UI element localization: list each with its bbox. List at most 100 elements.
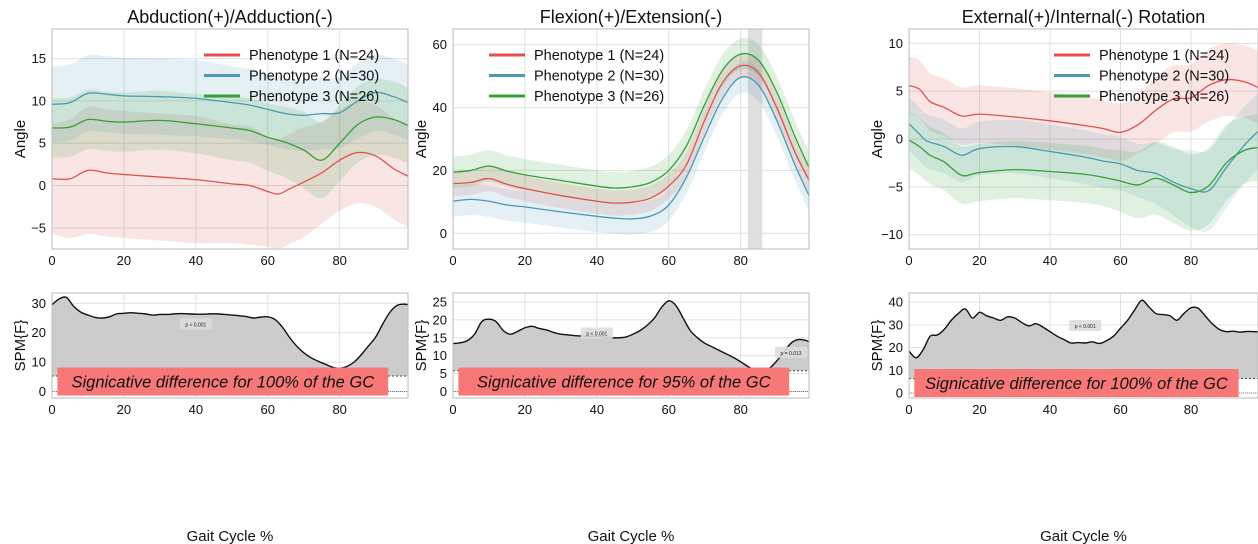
legend-label-3: Phenotype 3 (N=26) — [534, 89, 664, 105]
axes-frame — [51, 28, 409, 250]
plot-area — [52, 29, 408, 249]
x-tick-label-1: 20 — [518, 253, 532, 268]
spm-line — [909, 299, 1258, 359]
x-tick-label-3: 60 — [1113, 402, 1127, 417]
panel-title: External(+)/Internal(-) Rotation — [962, 7, 1206, 27]
line-series-2 — [52, 91, 408, 116]
y-tick-label-0: 0 — [39, 384, 46, 399]
y-tick-label-2: 0 — [896, 132, 903, 147]
significance-banner — [458, 367, 790, 396]
x-tick-label-2: 40 — [1043, 402, 1057, 417]
x-tick-label-3: 60 — [1113, 253, 1127, 268]
y-tick-label-1: 10 — [889, 363, 903, 378]
axes-frame — [452, 28, 810, 250]
plot-content: p < 0.001 Signicative difference for 100%… — [909, 299, 1258, 397]
x-tick-label-0: 0 — [905, 402, 912, 417]
line-series-3 — [52, 116, 408, 161]
plot-content — [52, 54, 408, 249]
p-value-box-1 — [580, 327, 613, 339]
x-tick-label-0: 0 — [48, 402, 55, 417]
y-axis-label: SPM{F} — [869, 320, 886, 372]
x-tick-label-1: 20 — [518, 402, 532, 417]
panel-2: 0 20 40 60 80 0 20 40 60 Flexion(+)/Extension(-) A… — [413, 7, 810, 268]
x-tick-label-1: 20 — [117, 253, 131, 268]
significance-banner-text: Signicative difference for 100% of the G… — [71, 374, 374, 392]
x-tick-label-2: 40 — [189, 253, 203, 268]
panel-4: p < 0.001 Signicative difference for 100%… — [12, 292, 409, 544]
y-tick-label-4: 15 — [32, 51, 46, 66]
x-axis-label: Gait Cycle % — [1040, 528, 1127, 544]
line-series-1 — [453, 64, 809, 204]
plot-content: p < 0.001 Signicative difference for 100%… — [52, 296, 408, 396]
y-tick-label-0: 0 — [896, 386, 903, 401]
legend-label-3: Phenotype 3 (N=26) — [1099, 89, 1229, 105]
x-tick-label-2: 40 — [590, 253, 604, 268]
legend-label-1: Phenotype 1 (N=24) — [534, 48, 664, 64]
axes-frame — [908, 292, 1258, 399]
panel-6: p < 0.001 Signicative difference for 100%… — [869, 292, 1258, 544]
y-tick-label-2: 5 — [39, 136, 46, 151]
y-tick-label-1: 10 — [32, 355, 46, 370]
p-value-label-1: p < 0.001 — [185, 322, 206, 328]
y-tick-label-2: 40 — [433, 100, 447, 115]
significance-banner — [57, 367, 389, 396]
legend-label-1: Phenotype 1 (N=24) — [1099, 48, 1229, 64]
band-series-1 — [909, 43, 1258, 162]
line-series-2 — [453, 76, 809, 220]
line-series-2 — [909, 123, 1258, 193]
plot-content — [453, 29, 809, 249]
x-axis-label: Gait Cycle % — [187, 528, 274, 544]
line-series-3 — [453, 52, 809, 189]
x-tick-label-0: 0 — [48, 253, 55, 268]
y-tick-label-2: 20 — [889, 340, 903, 355]
panel-title: Flexion(+)/Extension(-) — [540, 7, 723, 27]
y-tick-label-0: 0 — [440, 384, 447, 399]
x-tick-label-0: 0 — [905, 253, 912, 268]
legend: Phenotype 1 (N=24) Phenotype 2 (N=30) Phen… — [489, 48, 664, 105]
spm-area — [453, 300, 809, 372]
band-series-1 — [52, 101, 408, 249]
y-tick-label-4: 20 — [433, 312, 447, 327]
x-tick-label-3: 60 — [261, 253, 275, 268]
significant-region — [747, 29, 763, 249]
legend-label-2: Phenotype 2 (N=30) — [249, 69, 379, 85]
legend: Phenotype 1 (N=24) Phenotype 2 (N=30) Phen… — [204, 48, 379, 105]
y-tick-label-2: 20 — [32, 325, 46, 340]
p-value-label-1: p < 0.001 — [586, 331, 607, 337]
p-value-box-1 — [179, 318, 212, 330]
band-series-1 — [453, 52, 809, 216]
y-tick-label-0: −5 — [31, 220, 46, 235]
panel-5: p < 0.001 p = 0.013 Signicative difference… — [413, 292, 810, 544]
y-axis-label: Angle — [869, 120, 886, 158]
p-value-box-1 — [1069, 319, 1102, 331]
y-tick-label-4: 10 — [889, 36, 903, 51]
spm-area — [52, 296, 408, 376]
y-tick-label-3: 30 — [889, 317, 903, 332]
x-tick-label-3: 60 — [662, 402, 676, 417]
line-series-3 — [909, 139, 1258, 194]
band-series-2 — [909, 93, 1258, 232]
x-tick-label-0: 0 — [449, 402, 456, 417]
legend: Phenotype 1 (N=24) Phenotype 2 (N=30) Phen… — [1054, 48, 1229, 105]
y-tick-label-2: 10 — [433, 348, 447, 363]
panel-title: Abduction(+)/Adduction(-) — [127, 7, 333, 27]
significance-banner — [914, 369, 1239, 397]
significance-banner-text: Signicative difference for 100% of the G… — [925, 375, 1228, 393]
x-tick-label-2: 40 — [189, 402, 203, 417]
x-tick-label-4: 80 — [332, 253, 346, 268]
x-tick-label-0: 0 — [449, 253, 456, 268]
axes-frame — [51, 292, 409, 399]
x-axis-label: Gait Cycle % — [588, 528, 675, 544]
y-tick-label-4: 40 — [889, 295, 903, 310]
y-tick-label-3: 5 — [896, 84, 903, 99]
y-tick-label-3: 30 — [32, 296, 46, 311]
line-series-1 — [52, 151, 408, 195]
band-series-3 — [453, 37, 809, 204]
x-tick-label-4: 80 — [1184, 253, 1198, 268]
x-tick-label-4: 80 — [733, 253, 747, 268]
y-tick-label-1: −5 — [888, 179, 903, 194]
x-tick-label-4: 80 — [1184, 402, 1198, 417]
y-tick-label-1: 0 — [39, 178, 46, 193]
y-tick-label-5: 25 — [433, 294, 447, 309]
